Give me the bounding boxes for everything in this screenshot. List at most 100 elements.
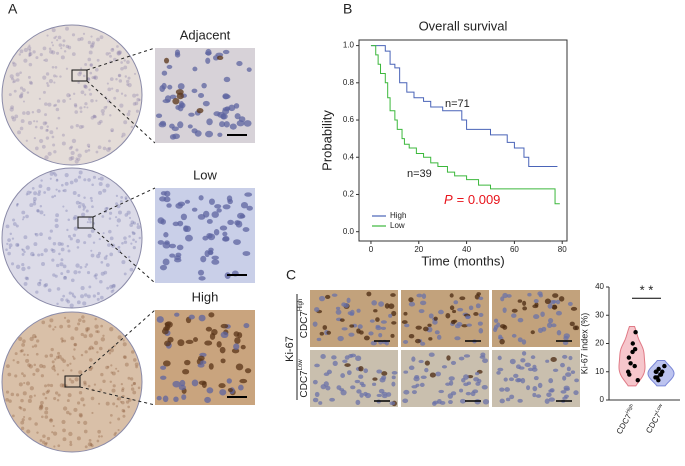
tissue-texture	[26, 190, 31, 195]
cell-nucleus	[188, 314, 195, 320]
tissue-texture	[116, 398, 119, 401]
tissue-texture	[76, 436, 81, 441]
tissue-texture	[20, 92, 24, 96]
tissue-texture	[78, 370, 83, 375]
cell-nucleus	[196, 107, 204, 114]
tissue-texture	[24, 276, 28, 280]
tissue-texture	[18, 53, 21, 56]
annotation: n=39	[407, 168, 432, 180]
tissue-texture	[7, 238, 11, 242]
cell-nucleus	[343, 303, 349, 308]
cell-nucleus	[213, 111, 221, 117]
tissue-texture	[53, 150, 57, 154]
cell-nucleus	[562, 375, 567, 381]
tissue-texture	[111, 371, 116, 376]
cell-nucleus	[213, 228, 220, 236]
tissue-texture	[135, 93, 139, 97]
tissue-texture	[37, 253, 41, 257]
tissue-texture	[25, 214, 29, 219]
tissue-texture	[31, 345, 35, 348]
cell-nucleus	[467, 374, 474, 379]
tissue-texture	[49, 383, 54, 388]
cell-nucleus	[159, 120, 166, 126]
panel-letter: C	[286, 267, 296, 283]
tissue-texture	[74, 159, 79, 164]
tissue-texture	[81, 315, 85, 319]
cell-nucleus	[177, 83, 185, 90]
tissue-texture	[127, 255, 131, 259]
cell-nucleus	[183, 225, 189, 232]
tissue-texture	[115, 202, 118, 206]
tissue-texture	[23, 381, 26, 385]
cell-nucleus	[376, 369, 383, 374]
tissue-texture	[70, 145, 74, 149]
tissue-texture	[59, 324, 64, 329]
cell-nucleus	[527, 292, 532, 297]
cell-nucleus	[177, 220, 184, 227]
tissue-texture	[75, 200, 80, 205]
tissue-texture	[55, 179, 59, 182]
tissue-texture	[86, 106, 89, 109]
tissue-texture	[84, 93, 87, 96]
tissue-texture	[116, 50, 122, 55]
tissue-texture	[51, 28, 56, 33]
tissue-texture	[85, 329, 89, 333]
tissue-texture	[67, 45, 72, 50]
cell-nucleus	[408, 301, 416, 307]
tissue-texture	[131, 350, 135, 354]
cell-nucleus	[246, 205, 253, 211]
cell-nucleus	[355, 355, 362, 362]
tissue-texture	[25, 276, 30, 281]
tissue-texture	[124, 213, 129, 217]
tissue-texture	[117, 428, 120, 432]
cell-nucleus	[563, 385, 570, 391]
cell-nucleus	[350, 385, 356, 390]
tissue-texture	[74, 326, 79, 331]
tissue-texture	[109, 380, 112, 383]
tissue-texture	[121, 400, 125, 405]
cell-nucleus	[222, 94, 231, 99]
cell-nucleus	[453, 300, 459, 305]
tissue-texture	[78, 125, 83, 129]
cell-nucleus	[212, 55, 220, 61]
cell-nucleus	[318, 295, 326, 302]
cell-nucleus	[449, 305, 455, 311]
tissue-texture	[95, 277, 98, 280]
cell-nucleus	[357, 324, 363, 329]
cell-nucleus	[167, 84, 173, 90]
tissue-texture	[62, 428, 66, 433]
tissue-texture	[39, 404, 44, 410]
tissue-texture	[111, 47, 114, 51]
tissue-texture	[13, 89, 17, 93]
tissue-texture	[117, 245, 121, 249]
cell-nucleus	[465, 391, 472, 396]
tissue-texture	[52, 364, 56, 367]
tissue-texture	[62, 39, 66, 43]
cell-nucleus	[205, 51, 212, 56]
cell-nucleus	[424, 360, 430, 366]
tissue-texture	[69, 180, 74, 185]
cell-nucleus	[220, 331, 229, 339]
tissue-texture	[17, 130, 21, 135]
cell-nucleus	[173, 396, 179, 403]
cell-nucleus	[344, 355, 350, 360]
tissue-texture	[44, 384, 48, 388]
tissue-texture	[78, 201, 82, 205]
cell-nucleus	[339, 318, 345, 322]
cell-nucleus	[160, 218, 166, 225]
cell-nucleus	[540, 311, 545, 317]
tissue-texture	[34, 335, 37, 339]
tissue-texture	[23, 235, 28, 240]
tissue-texture	[43, 284, 47, 288]
cell-nucleus	[535, 394, 542, 398]
cell-nucleus	[200, 255, 207, 263]
tissue-texture	[108, 139, 111, 143]
cell-nucleus	[234, 113, 241, 120]
cell-nucleus	[419, 300, 427, 306]
tissue-texture	[22, 88, 26, 92]
tissue-texture	[132, 93, 137, 98]
cell-nucleus	[323, 372, 330, 377]
tissue-texture	[68, 291, 72, 295]
tissue-texture	[45, 128, 49, 133]
